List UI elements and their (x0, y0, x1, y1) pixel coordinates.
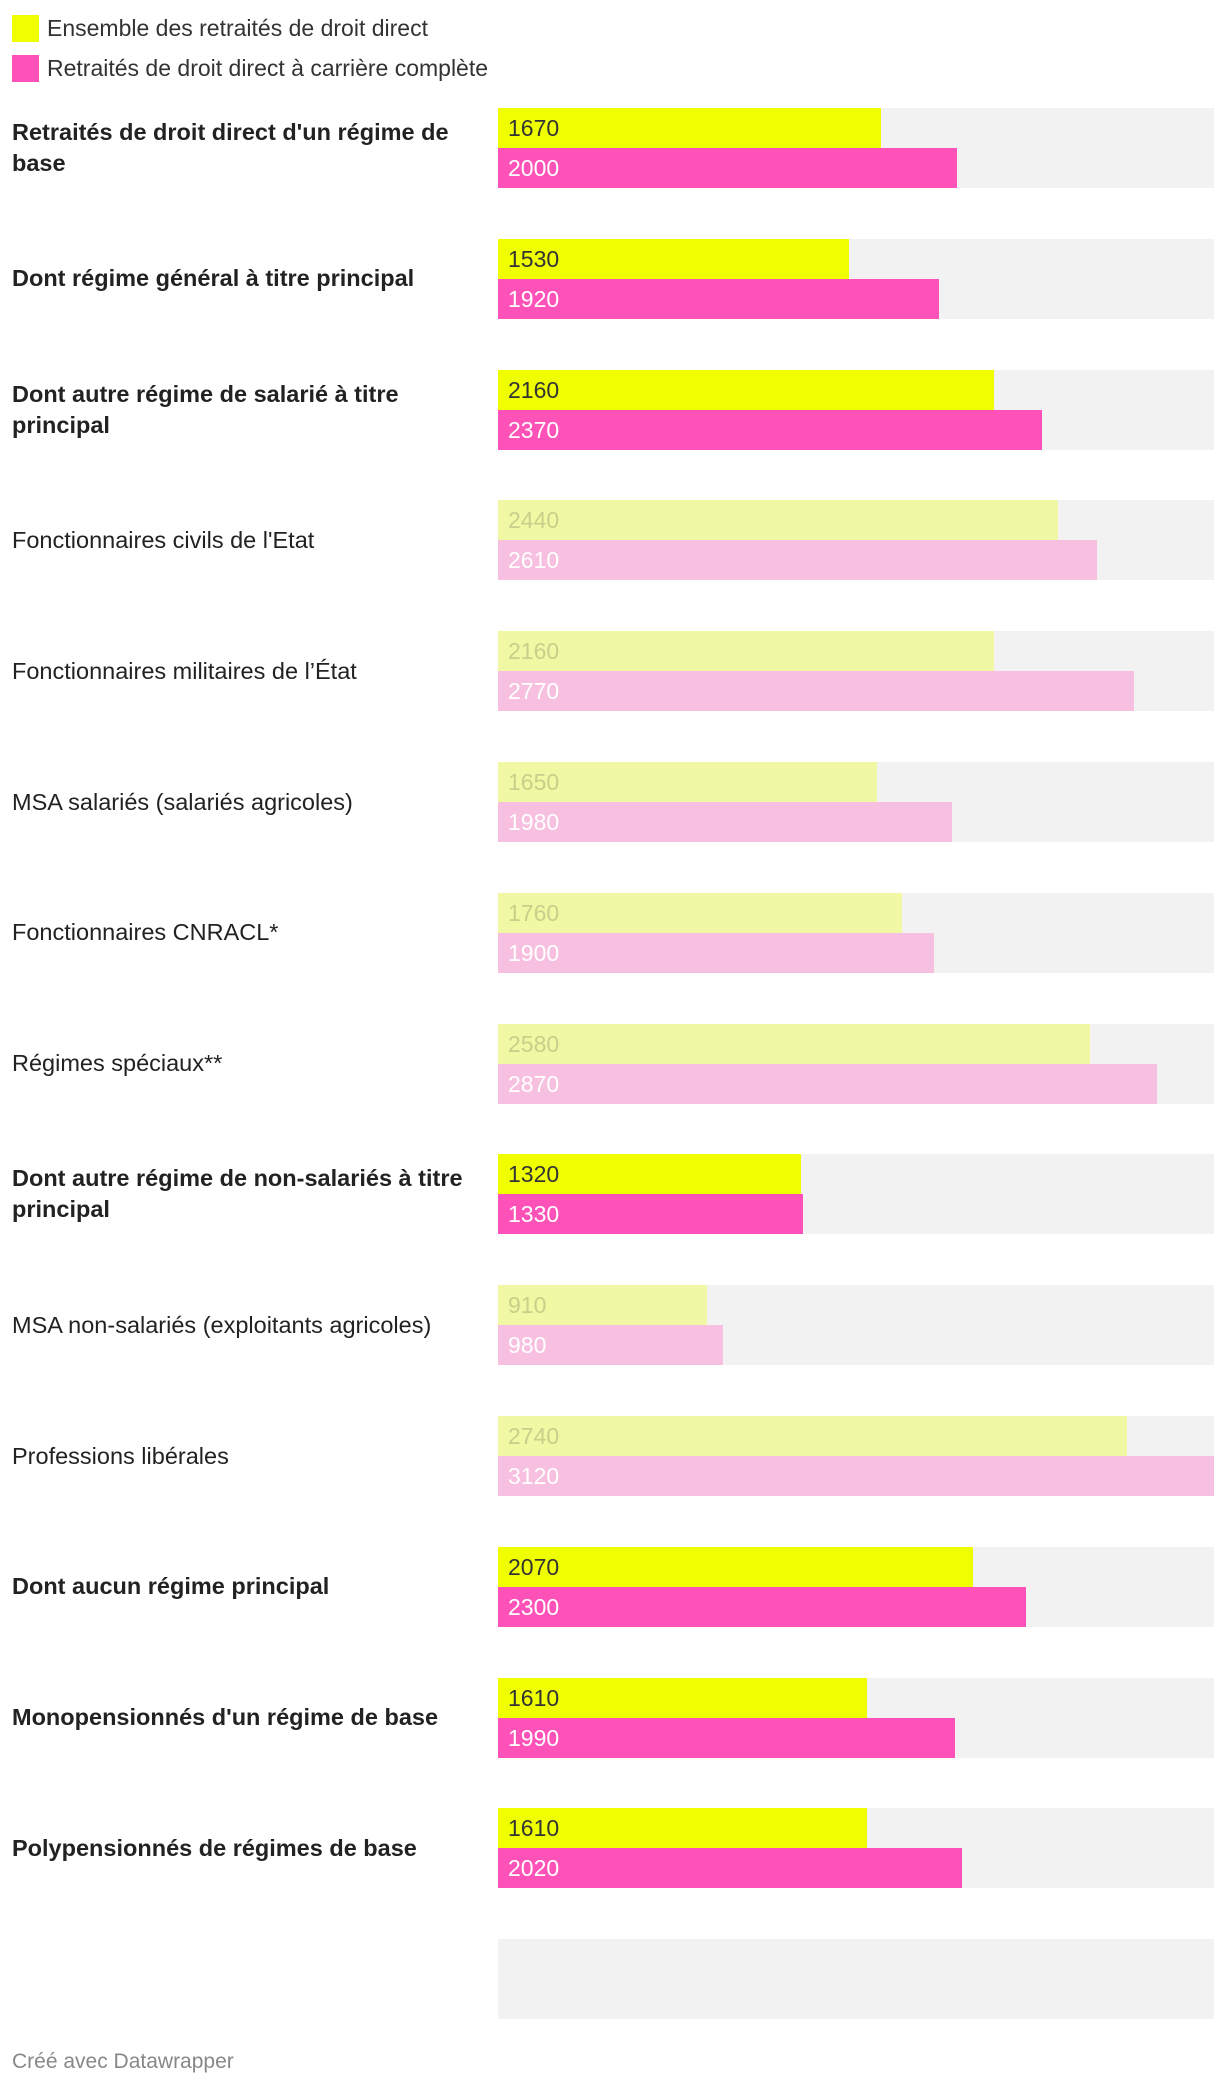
bar-all-retirees[interactable] (498, 500, 1058, 541)
bar-all-retirees[interactable] (498, 238, 850, 279)
bar-track (498, 1939, 1214, 2020)
footer-credit[interactable]: Créé avec Datawrapper (12, 2050, 234, 2073)
bar-full-career[interactable] (498, 671, 1134, 712)
category-label: Fonctionnaires CNRACL* (12, 919, 279, 946)
category-label: Professions libérales (12, 1442, 229, 1469)
bar-all-retirees[interactable] (498, 892, 902, 933)
category-label: MSA salariés (salariés agricoles) (12, 788, 353, 815)
bar-all-retirees[interactable] (498, 1677, 868, 1718)
bar-value-label: 1610 (508, 1815, 560, 1842)
bar-value-label: 1670 (508, 115, 560, 141)
legend-swatch-yellow (12, 14, 39, 42)
bar-value-label: 2300 (508, 1593, 560, 1620)
bar-value-label: 1530 (508, 245, 560, 272)
bar-value-label: 2000 (508, 155, 560, 181)
legend-label: Ensemble des retraités de droit direct (47, 14, 428, 41)
category-label: Polypensionnés de régimes de base (12, 1834, 417, 1861)
bar-value-label: 2870 (508, 1070, 560, 1097)
bar-value-label: 1990 (508, 1724, 560, 1751)
bar-value-label: 1320 (508, 1161, 560, 1188)
bar-value-label: 1610 (508, 1684, 560, 1711)
bar-full-career[interactable] (498, 1848, 962, 1889)
bar-value-label: 910 (508, 1292, 547, 1319)
bar-full-career[interactable] (498, 1063, 1157, 1104)
category-label: Dont aucun régime principal (12, 1573, 330, 1600)
legend-label: Retraités de droit direct à carrière com… (47, 54, 489, 81)
bar-full-career[interactable] (498, 1717, 955, 1758)
bar-full-career[interactable] (498, 409, 1042, 450)
legend: Ensemble des retraités de droit direct R… (12, 8, 488, 88)
bar-full-career[interactable] (498, 802, 953, 842)
category-label: Fonctionnaires civils de l'Etat (12, 526, 315, 553)
bar-all-retirees[interactable] (498, 369, 994, 410)
bar-full-career[interactable] (498, 278, 939, 319)
bar-value-label: 3120 (508, 1463, 560, 1489)
bar-value-label: 2610 (508, 547, 560, 574)
bar-value-label: 2770 (508, 678, 560, 705)
bar-all-retirees[interactable] (498, 1285, 707, 1326)
bar-all-retirees[interactable] (498, 108, 882, 148)
bar-value-label: 1980 (508, 809, 560, 835)
bar-all-retirees[interactable] (498, 1154, 801, 1195)
bar-value-label: 1330 (508, 1201, 560, 1228)
category-label: Retraités de droit direct d'un régime de… (12, 119, 449, 176)
bar-full-career[interactable] (498, 540, 1097, 581)
bar-all-retirees[interactable] (498, 1546, 974, 1587)
bar-value-label: 2580 (508, 1030, 560, 1057)
category-label: Dont régime général à titre principal (12, 265, 415, 292)
bar-full-career[interactable] (498, 1586, 1026, 1627)
bar-value-label: 2740 (508, 1423, 560, 1449)
bar-full-career[interactable] (498, 1325, 723, 1366)
legend-item-full-career[interactable]: Retraités de droit direct à carrière com… (12, 48, 488, 88)
bar-value-label: 1650 (508, 769, 560, 795)
category-label: Fonctionnaires militaires de l’État (12, 657, 357, 684)
bar-full-career[interactable] (498, 148, 957, 188)
category-label: Dont autre régime de non-salariés à titr… (12, 1165, 463, 1223)
bar-value-label: 2160 (508, 638, 560, 665)
category-label: Monopensionnés d'un régime de base (12, 1704, 439, 1731)
bar-value-label: 980 (508, 1332, 547, 1359)
bar-all-retirees[interactable] (498, 1416, 1127, 1456)
bar-value-label: 1900 (508, 939, 560, 966)
bar-all-retirees[interactable] (498, 1808, 868, 1849)
legend-swatch-pink (12, 54, 39, 82)
category-label: MSA non-salariés (exploitants agricoles) (12, 1311, 432, 1338)
bar-all-retirees[interactable] (498, 1023, 1091, 1064)
category-label: Dont autre régime de salarié à titre pri… (12, 380, 399, 438)
legend-item-all-retirees[interactable]: Ensemble des retraités de droit direct (12, 8, 488, 48)
bar-full-career[interactable] (498, 1194, 804, 1235)
bar-value-label: 2160 (508, 376, 560, 403)
bar-full-career[interactable] (498, 932, 935, 973)
bar-value-label: 2370 (508, 416, 560, 443)
bar-value-label: 2440 (508, 507, 560, 534)
category-label: Régimes spéciaux** (12, 1050, 223, 1077)
bar-value-label: 1920 (508, 285, 560, 312)
bar-value-label: 2020 (508, 1855, 560, 1882)
bar-all-retirees[interactable] (498, 762, 877, 802)
bar-value-label: 1760 (508, 899, 560, 926)
bar-value-label: 2070 (508, 1553, 560, 1580)
bar-all-retirees[interactable] (498, 631, 994, 672)
bar-full-career[interactable] (498, 1456, 1214, 1496)
